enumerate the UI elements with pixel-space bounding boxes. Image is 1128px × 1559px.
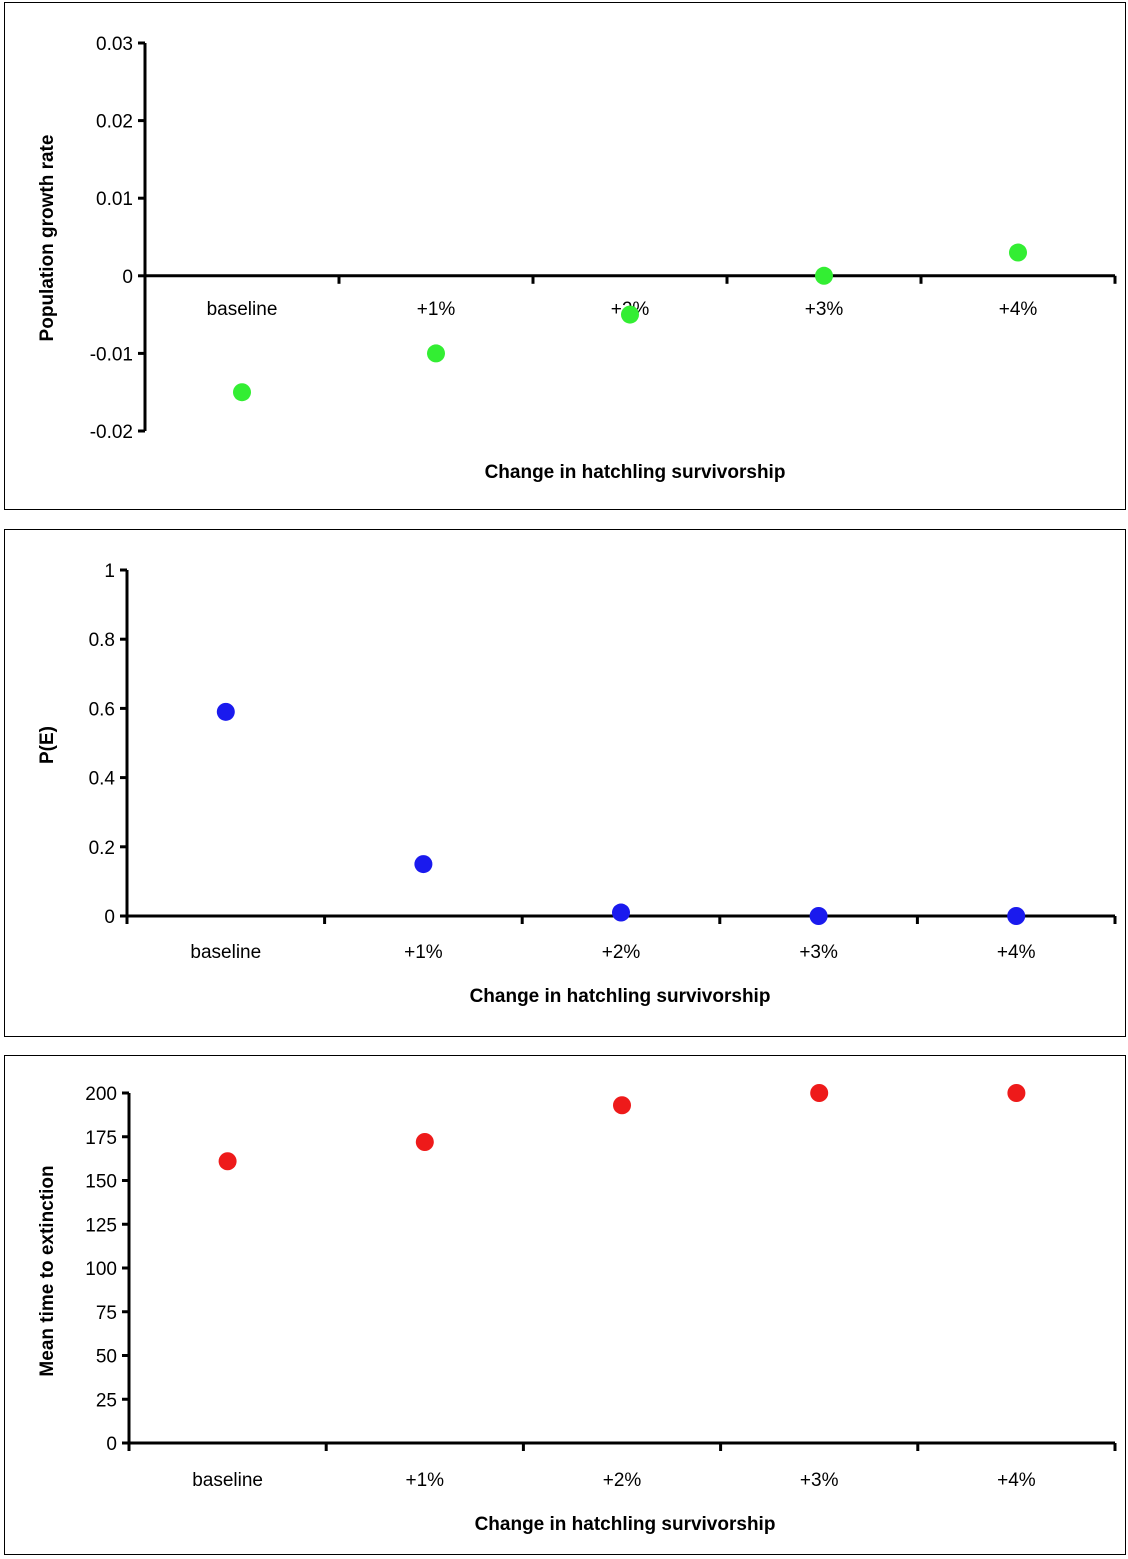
- y-tick-label: 0.2: [89, 838, 115, 859]
- data-point: [415, 1133, 434, 1151]
- y-tick-label: 175: [85, 1128, 117, 1149]
- y-tick-label: 0.01: [96, 189, 133, 210]
- y-tick-label: -0.02: [90, 422, 133, 443]
- data-point: [1009, 243, 1027, 262]
- y-tick-label: 0.02: [96, 112, 133, 133]
- growth-rate-chart: -0.02-0.0100.010.020.03baseline+1%+2%+3%…: [37, 34, 1117, 483]
- y-axis-title: P(E): [37, 726, 58, 764]
- growth-rate-chart-panel: -0.02-0.0100.010.020.03baseline+1%+2%+3%…: [4, 2, 1126, 510]
- x-category-label: +3%: [799, 942, 838, 963]
- data-point: [216, 702, 235, 721]
- time-to-extinction-chart-panel: 0 25 50 75 100 125 150 175 200 baseline +1% +2% +3% +…: [4, 1055, 1126, 1555]
- y-tick-label: 0.6: [89, 699, 115, 720]
- x-category-label: +1%: [404, 942, 443, 963]
- x-category-label: +3%: [805, 299, 844, 320]
- data-point: [218, 1152, 237, 1171]
- y-tick-label: 50: [96, 1347, 117, 1368]
- x-axis-title: Change in hatchling survivorship: [475, 1514, 776, 1535]
- data-point: [613, 1096, 631, 1115]
- data-point: [414, 855, 433, 874]
- x-category-label: baseline: [190, 942, 261, 963]
- y-tick-label: 0.03: [96, 34, 133, 55]
- data-point: [612, 903, 630, 922]
- x-axis-title: Change in hatchling survivorship: [485, 462, 786, 483]
- x-category-label: +4%: [997, 1470, 1036, 1491]
- x-category-label: +2%: [603, 1470, 642, 1491]
- x-category-label: +3%: [800, 1470, 839, 1491]
- y-tick-label: 25: [96, 1390, 117, 1411]
- y-tick-label: 125: [85, 1215, 117, 1236]
- data-point: [621, 305, 639, 324]
- data-point: [1007, 907, 1026, 925]
- x-category-label: +4%: [997, 942, 1036, 963]
- x-category-label: +4%: [999, 299, 1038, 320]
- x-category-label: +2%: [602, 942, 641, 963]
- y-tick-label: 0: [104, 907, 115, 928]
- x-axis-title: Change in hatchling survivorship: [470, 986, 771, 1007]
- x-category-label: baseline: [207, 299, 278, 320]
- x-category-label: baseline: [192, 1470, 263, 1491]
- time-to-extinction-chart: 0 25 50 75 100 125 150 175 200 baseline +1% +2% +3% +…: [37, 1084, 1117, 1535]
- y-tick-label: 1: [104, 561, 115, 582]
- data-point: [1007, 1084, 1026, 1102]
- data-point: [810, 1084, 829, 1102]
- data-point: [427, 344, 445, 363]
- x-category-label: +1%: [406, 1470, 445, 1491]
- data-point: [815, 266, 833, 285]
- extinction-probability-chart: 0 0.2 0.4 0.6 0.8 1 baseline +1% +2% +3% +4% Change…: [37, 561, 1117, 1007]
- y-tick-label: 200: [85, 1084, 117, 1105]
- y-tick-label: 0.8: [89, 630, 115, 651]
- y-tick-label: 150: [85, 1172, 117, 1193]
- y-tick-label: 75: [96, 1303, 117, 1324]
- y-axis-title: Mean time to extinction: [37, 1165, 58, 1376]
- y-tick-label: 0.4: [89, 769, 116, 790]
- x-category-label: +1%: [417, 299, 456, 320]
- extinction-probability-chart-panel: 0 0.2 0.4 0.6 0.8 1 baseline +1% +2% +3% +4% Change…: [4, 529, 1126, 1037]
- data-point: [233, 383, 251, 402]
- y-tick-label: 100: [85, 1259, 117, 1280]
- y-tick-label: 0: [122, 267, 133, 288]
- y-tick-label: -0.01: [90, 344, 133, 365]
- y-axis-title: Population growth rate: [37, 135, 58, 342]
- data-point: [809, 907, 828, 925]
- y-tick-label: 0: [106, 1434, 117, 1455]
